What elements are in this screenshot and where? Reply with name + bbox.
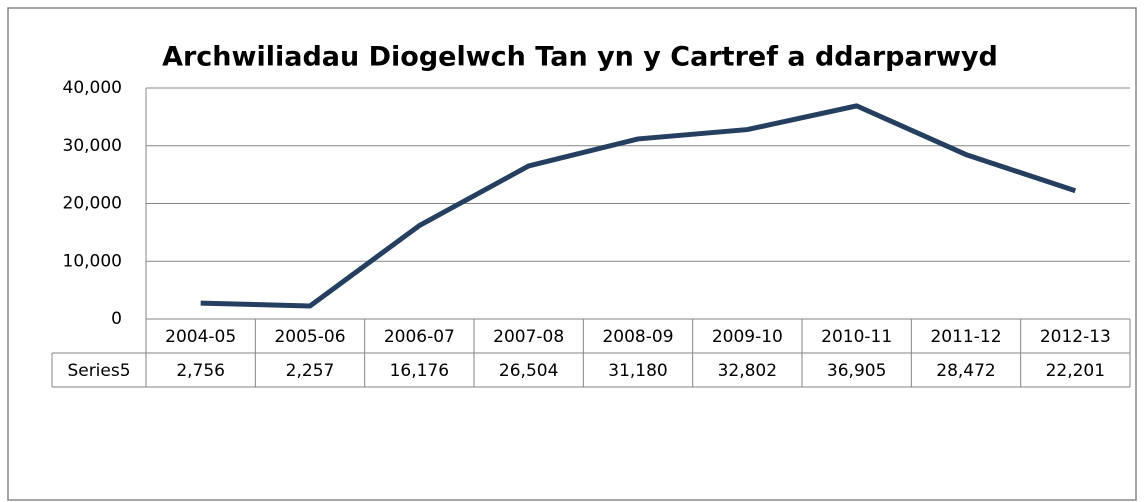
x-tick-label: 2012-13 bbox=[1040, 327, 1111, 347]
x-tick-label: 2004-05 bbox=[165, 327, 236, 347]
y-tick-label: 20,000 bbox=[63, 194, 122, 214]
data-table-value: 36,905 bbox=[827, 361, 886, 381]
data-table-value: 26,504 bbox=[499, 361, 558, 381]
data-table-value: 16,176 bbox=[390, 361, 449, 381]
chart-title: Archwiliadau Diogelwch Tan yn y Cartref … bbox=[162, 42, 998, 73]
data-table-value: 32,802 bbox=[718, 361, 777, 381]
data-table-value: 2,756 bbox=[176, 361, 225, 381]
x-tick-label: 2011-12 bbox=[930, 327, 1001, 347]
x-tick-label: 2009-10 bbox=[712, 327, 783, 347]
data-table-value: 22,201 bbox=[1046, 361, 1105, 381]
data-table-value: 2,257 bbox=[286, 361, 335, 381]
data-table-value: 28,472 bbox=[936, 361, 995, 381]
y-tick-label: 10,000 bbox=[63, 251, 122, 271]
x-tick-label: 2005-06 bbox=[274, 327, 345, 347]
line-series bbox=[200, 103, 1077, 309]
x-tick-label: 2008-09 bbox=[602, 327, 673, 347]
x-tick-label: 2006-07 bbox=[384, 327, 455, 347]
y-tick-label: 0 bbox=[111, 309, 122, 329]
chart-frame bbox=[7, 7, 1137, 501]
x-tick-label: 2010-11 bbox=[821, 327, 892, 347]
x-tick-label: 2007-08 bbox=[493, 327, 564, 347]
y-tick-label: 30,000 bbox=[63, 136, 122, 156]
data-table-value: 31,180 bbox=[608, 361, 667, 381]
y-tick-label: 40,000 bbox=[63, 78, 122, 98]
legend-label: Series5 bbox=[67, 361, 130, 381]
